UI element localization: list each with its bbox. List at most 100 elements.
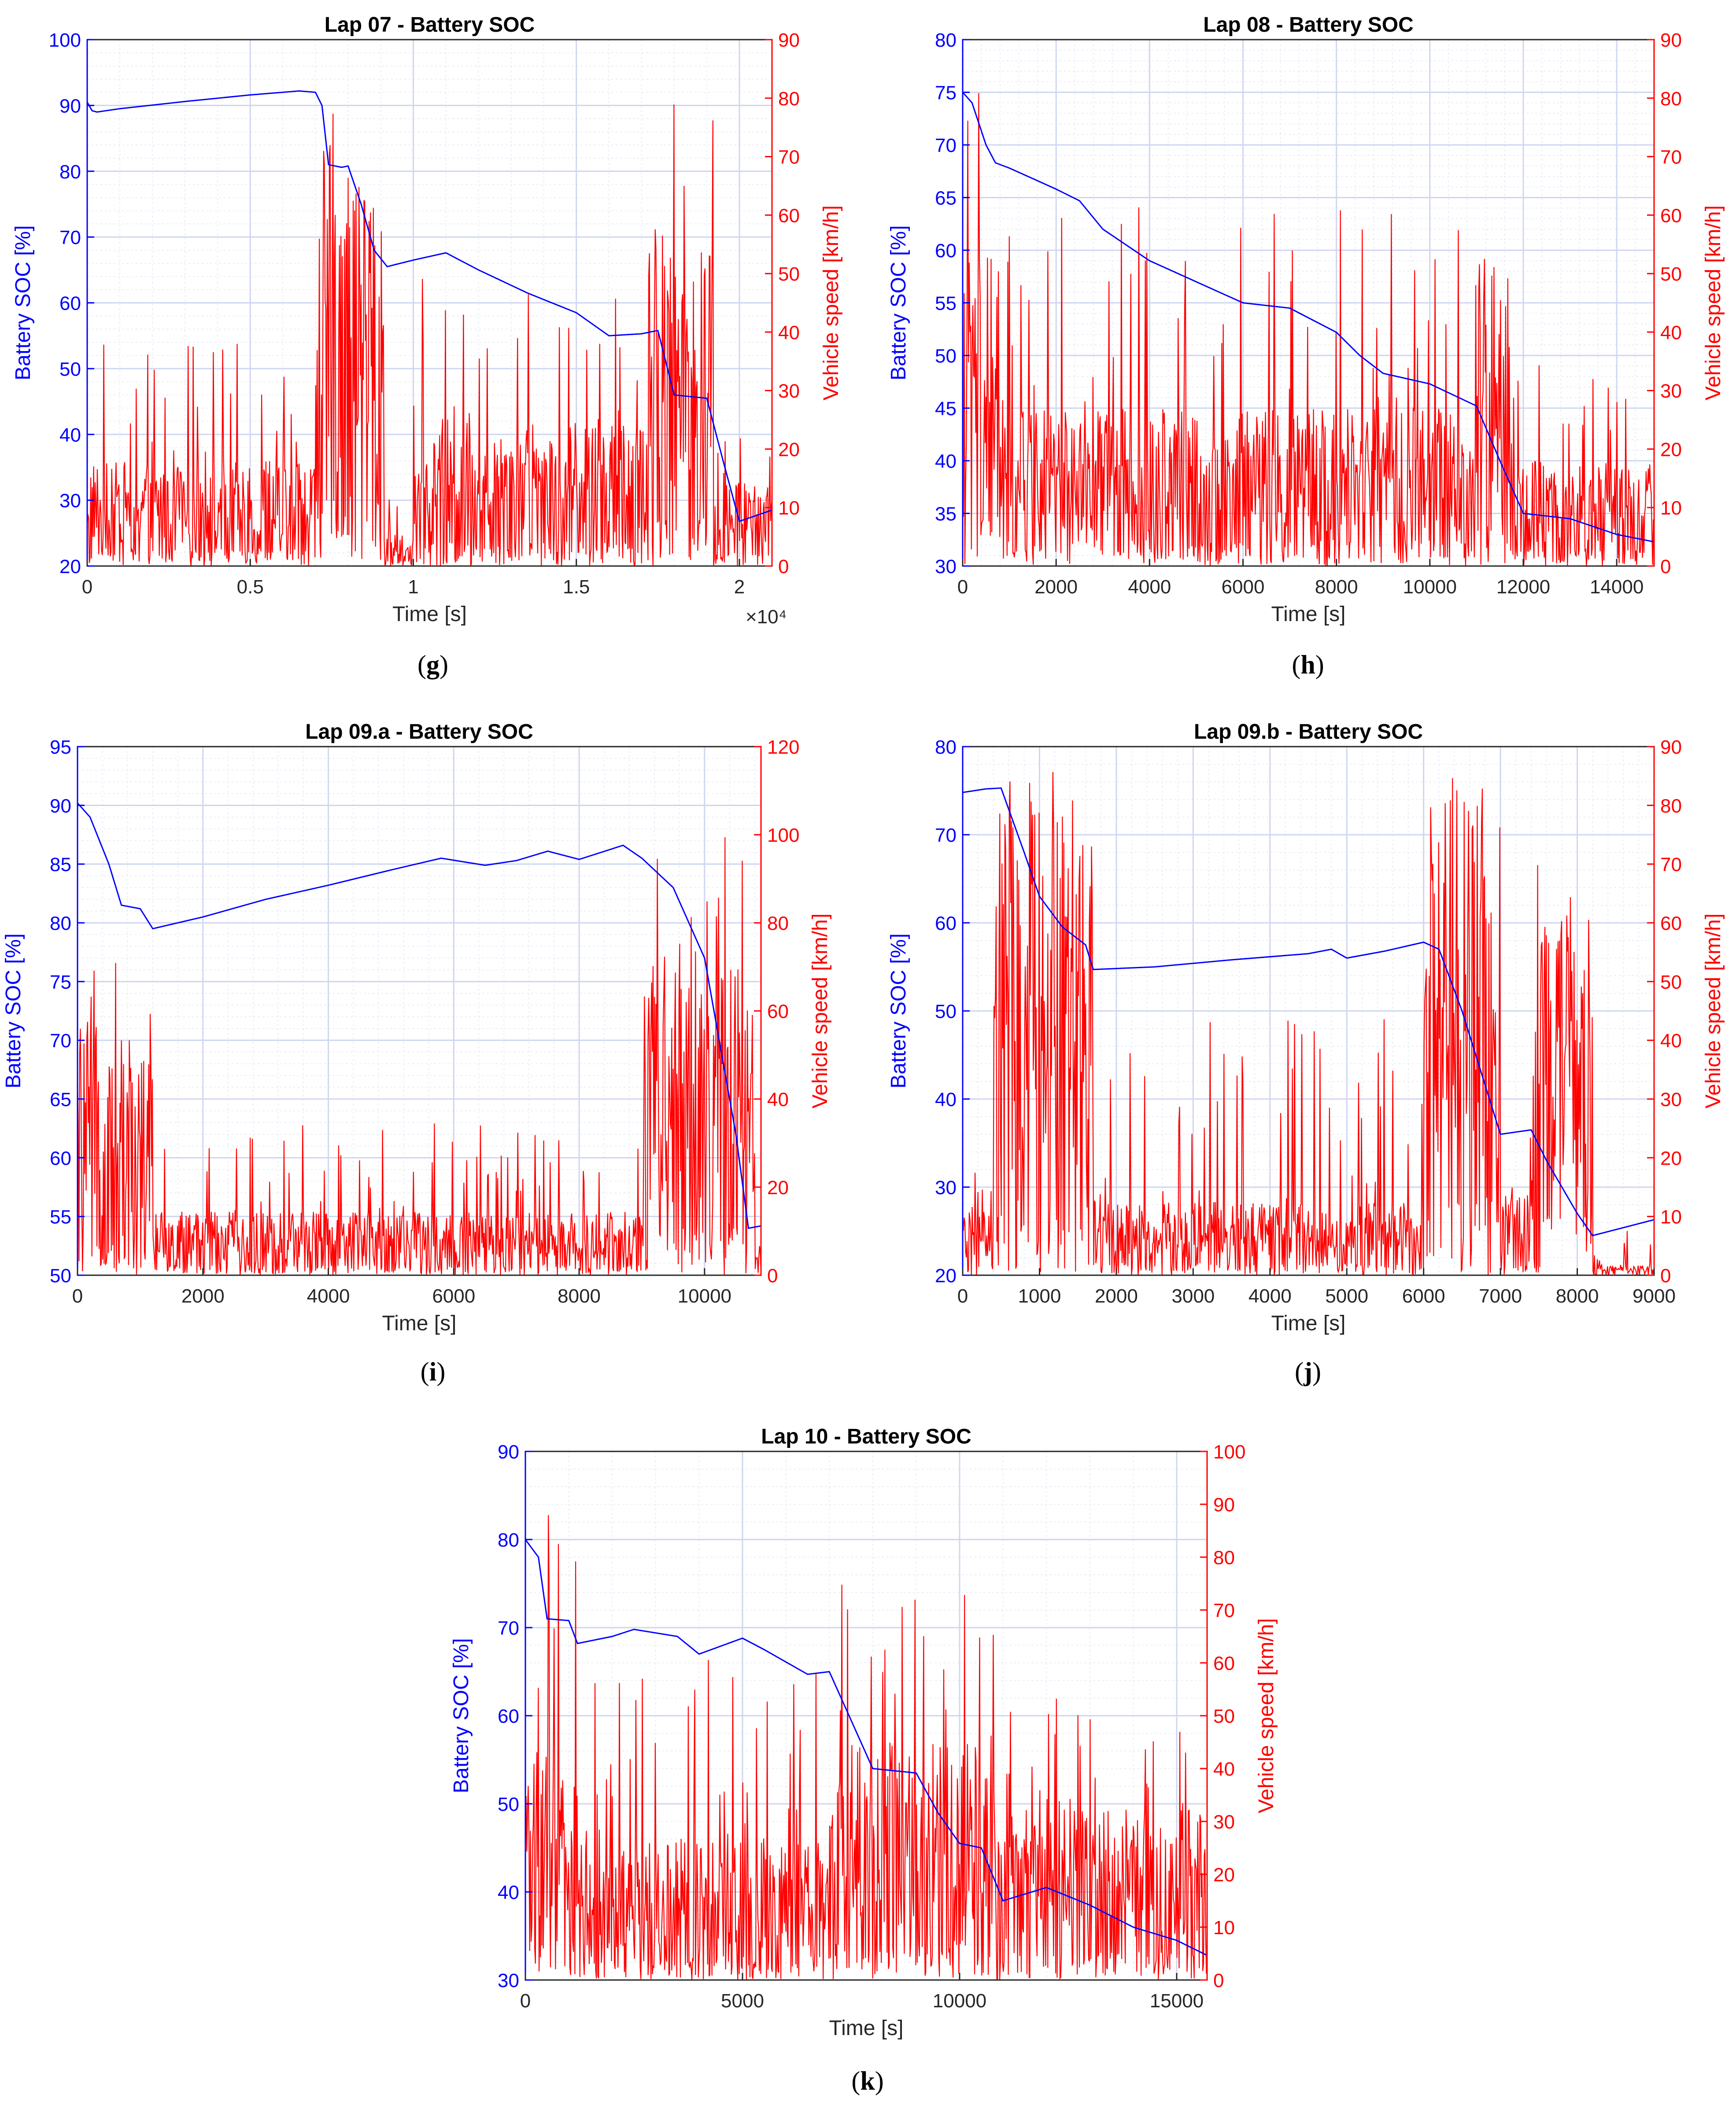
y-right-tick-label: 40 bbox=[1213, 1758, 1235, 1780]
y-left-tick-label: 40 bbox=[935, 451, 957, 472]
x-tick-label: 1 bbox=[408, 576, 418, 598]
y-left-tick-label: 80 bbox=[498, 1529, 519, 1551]
y-left-tick-label: 80 bbox=[935, 30, 957, 51]
x-tick-label: 12000 bbox=[1496, 576, 1550, 598]
y-right-tick-label: 10 bbox=[778, 497, 800, 519]
x-tick-label: 1.5 bbox=[563, 576, 590, 598]
x-axis-label: Time [s] bbox=[392, 603, 467, 626]
y-left-tick-label: 55 bbox=[50, 1207, 71, 1228]
x-tick-label: 9000 bbox=[1633, 1285, 1676, 1307]
y-right-tick-label: 90 bbox=[1213, 1494, 1235, 1516]
x-axis-label: Time [s] bbox=[382, 1312, 457, 1335]
y-right-tick-label: 70 bbox=[1660, 147, 1682, 168]
y-left-tick-label: 30 bbox=[498, 1970, 519, 1991]
y-left-tick-label: 95 bbox=[50, 737, 71, 758]
y-right-axis-label: Vehicle speed [km/h] bbox=[1255, 1618, 1278, 1814]
y-right-tick-label: 100 bbox=[767, 825, 799, 846]
y-right-tick-label: 60 bbox=[767, 1001, 789, 1022]
x-tick-label: 0 bbox=[72, 1285, 83, 1307]
x-tick-label: 2000 bbox=[181, 1285, 225, 1307]
y-right-tick-label: 80 bbox=[1213, 1547, 1235, 1569]
panel-label-g: (g) bbox=[417, 650, 448, 679]
y-right-tick-label: 40 bbox=[778, 322, 800, 344]
panel-label-k: (k) bbox=[851, 2066, 884, 2095]
x-tick-label: 10000 bbox=[678, 1285, 731, 1307]
y-right-tick-label: 80 bbox=[767, 913, 789, 934]
y-right-tick-label: 0 bbox=[1213, 1970, 1224, 1991]
y-left-tick-label: 40 bbox=[498, 1882, 519, 1903]
chart-title: Lap 07 - Battery SOC bbox=[325, 13, 535, 37]
y-left-tick-label: 50 bbox=[50, 1265, 71, 1287]
x-tick-label: 3000 bbox=[1171, 1285, 1215, 1307]
y-left-axis-label: Battery SOC [%] bbox=[450, 1638, 473, 1793]
chart-panel-h: 0 2000 4000 6000 8000 10000 12000 14000 30 35 40 45… bbox=[887, 13, 1725, 626]
y-right-tick-label: 40 bbox=[1660, 322, 1682, 344]
x-tick-label: 5000 bbox=[721, 1990, 764, 2012]
y-left-tick-label: 90 bbox=[498, 1441, 519, 1463]
y-left-axis-label: Battery SOC [%] bbox=[887, 225, 910, 380]
y-right-tick-label: 60 bbox=[778, 205, 800, 226]
y-left-tick-label: 50 bbox=[59, 359, 81, 380]
x-tick-label: 0 bbox=[82, 576, 92, 598]
y-right-tick-label: 90 bbox=[1660, 737, 1682, 758]
y-left-tick-label: 70 bbox=[59, 227, 81, 248]
y-left-tick-label: 90 bbox=[59, 95, 81, 117]
x-tick-label: 8000 bbox=[1315, 576, 1358, 598]
x-tick-label: 4000 bbox=[1128, 576, 1171, 598]
y-left-tick-label: 80 bbox=[935, 737, 957, 758]
y-right-tick-label: 0 bbox=[1660, 1265, 1671, 1287]
x-tick-label: 5000 bbox=[1325, 1285, 1368, 1307]
y-right-tick-label: 0 bbox=[767, 1265, 778, 1287]
y-right-tick-label: 60 bbox=[1660, 913, 1682, 934]
y-left-tick-label: 30 bbox=[935, 556, 957, 577]
y-right-tick-label: 90 bbox=[1660, 30, 1682, 51]
y-right-tick-label: 20 bbox=[1660, 1147, 1682, 1169]
y-left-tick-label: 40 bbox=[935, 1089, 957, 1110]
y-right-tick-label: 30 bbox=[778, 381, 800, 402]
y-right-tick-label: 80 bbox=[1660, 88, 1682, 110]
y-right-tick-label: 70 bbox=[1660, 854, 1682, 876]
speed-series-line bbox=[78, 837, 761, 1275]
y-left-tick-label: 35 bbox=[935, 503, 957, 525]
x-tick-label: 8000 bbox=[1556, 1285, 1599, 1307]
y-left-tick-label: 45 bbox=[935, 398, 957, 420]
y-right-tick-label: 10 bbox=[1213, 1917, 1235, 1939]
y-left-tick-label: 30 bbox=[59, 490, 81, 512]
y-left-tick-label: 65 bbox=[50, 1089, 71, 1110]
y-left-tick-label: 75 bbox=[935, 82, 957, 104]
x-tick-label: 0 bbox=[957, 576, 968, 598]
chart-title: Lap 09.a - Battery SOC bbox=[305, 720, 533, 744]
soc-series-line bbox=[78, 803, 761, 1229]
x-tick-label: 14000 bbox=[1590, 576, 1644, 598]
y-left-tick-label: 90 bbox=[50, 795, 71, 817]
y-left-tick-label: 85 bbox=[50, 854, 71, 876]
y-right-tick-label: 100 bbox=[1213, 1441, 1245, 1463]
y-right-tick-label: 120 bbox=[767, 737, 799, 758]
x-tick-label: 2000 bbox=[1095, 1285, 1138, 1307]
y-right-axis-label: Vehicle speed [km/h] bbox=[1702, 205, 1725, 400]
y-right-tick-label: 30 bbox=[1660, 381, 1682, 402]
soc-series-line bbox=[963, 787, 1654, 1236]
y-left-tick-label: 60 bbox=[59, 293, 81, 315]
y-right-tick-label: 0 bbox=[1660, 556, 1671, 577]
y-left-tick-label: 70 bbox=[935, 825, 957, 846]
y-left-tick-label: 60 bbox=[50, 1147, 71, 1169]
x-tick-label: 6000 bbox=[432, 1285, 475, 1307]
y-left-tick-label: 50 bbox=[498, 1794, 519, 1815]
speed-series-line bbox=[525, 1515, 1207, 1980]
y-right-tick-label: 10 bbox=[1660, 497, 1682, 519]
x-tick-label: 4000 bbox=[1248, 1285, 1292, 1307]
soc-series-line bbox=[525, 1539, 1207, 1956]
y-left-tick-label: 30 bbox=[935, 1177, 957, 1199]
y-right-axis-label: Vehicle speed [km/h] bbox=[820, 205, 843, 400]
chart-title: Lap 08 - Battery SOC bbox=[1203, 13, 1413, 37]
soc-series-line bbox=[87, 90, 772, 522]
x-axis-label: Time [s] bbox=[829, 2017, 904, 2040]
x-multiplier-label: ×10⁴ bbox=[746, 606, 787, 628]
y-right-tick-label: 50 bbox=[1660, 971, 1682, 993]
y-right-tick-label: 10 bbox=[1660, 1207, 1682, 1228]
soc-series-line bbox=[963, 92, 1654, 543]
x-tick-label: 6000 bbox=[1222, 576, 1265, 598]
y-right-tick-label: 30 bbox=[1660, 1089, 1682, 1110]
